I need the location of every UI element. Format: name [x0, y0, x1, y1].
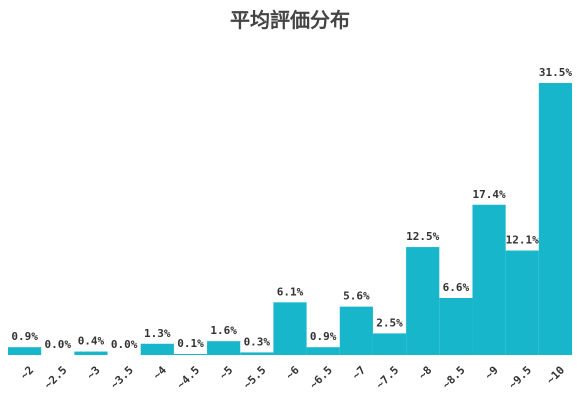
x-tick-5: ~4.5 [174, 364, 202, 392]
bar-9 [306, 347, 340, 355]
bar-16 [538, 83, 572, 355]
x-tick-9: ~6.5 [307, 364, 335, 392]
bar-13 [439, 298, 473, 355]
data-label-15: 12.1% [506, 234, 539, 247]
data-label-9: 0.9% [310, 330, 337, 343]
bar-7 [240, 352, 274, 355]
x-tick-3: ~3.5 [108, 364, 136, 392]
bars [8, 83, 572, 355]
x-tick-6: ~5 [217, 364, 236, 383]
x-tick-8: ~6 [283, 363, 302, 382]
data-label-2: 0.4% [78, 335, 105, 348]
bar-5 [173, 354, 208, 355]
x-tick-2: ~3 [84, 364, 103, 383]
x-tick-11: ~7.5 [373, 364, 401, 392]
x-tick-10: ~7 [350, 364, 369, 383]
data-label-6: 1.6% [210, 324, 237, 337]
data-label-3: 0.0% [111, 338, 138, 351]
chart-title: 平均評価分布 [230, 8, 350, 32]
data-label-7: 0.3% [244, 335, 271, 348]
data-label-13: 6.6% [443, 281, 470, 294]
data-label-0: 0.9% [11, 330, 38, 343]
x-tick-14: ~9 [482, 364, 501, 383]
data-label-8: 6.1% [277, 285, 304, 298]
data-label-5: 0.1% [177, 337, 204, 350]
data-label-10: 5.6% [343, 290, 370, 303]
data-label-16: 31.5% [539, 66, 572, 79]
bar-8 [273, 302, 307, 355]
bar-10 [339, 306, 373, 355]
x-tick-13: ~8.5 [440, 364, 468, 392]
bar-11 [372, 333, 407, 355]
x-tick-7: ~5.5 [241, 364, 269, 392]
data-label-14: 17.4% [472, 188, 505, 201]
bar-4 [140, 343, 174, 355]
bar-6 [207, 341, 241, 355]
x-tick-0: ~2 [18, 364, 37, 383]
x-tick-1: ~2.5 [42, 364, 70, 392]
data-label-12: 12.5% [406, 230, 439, 243]
x-tick-16: ~10 [544, 364, 567, 387]
data-labels: 0.9% 0.0% 0.4% 0.0% 1.3% 0.1% 1.6% 0.3% 6.1% 0.9%… [11, 66, 572, 351]
bar-2 [74, 351, 108, 355]
bar-12 [406, 247, 440, 355]
data-label-4: 1.3% [144, 327, 171, 340]
x-tick-4: ~4 [151, 363, 170, 382]
x-tick-12: ~8 [416, 364, 435, 383]
bar-14 [472, 204, 506, 355]
data-label-11: 2.5% [376, 316, 403, 329]
bar-15 [505, 250, 539, 355]
bar-0 [8, 347, 42, 355]
data-label-1: 0.0% [45, 338, 72, 351]
x-tick-15: ~9.5 [506, 364, 534, 392]
x-tick-labels: ~2 ~2.5 ~3 ~3.5 ~4 ~4.5 ~5 ~5.5 ~6 ~6.5 ~7 ~7.5 ~8 ~8… [18, 363, 567, 391]
